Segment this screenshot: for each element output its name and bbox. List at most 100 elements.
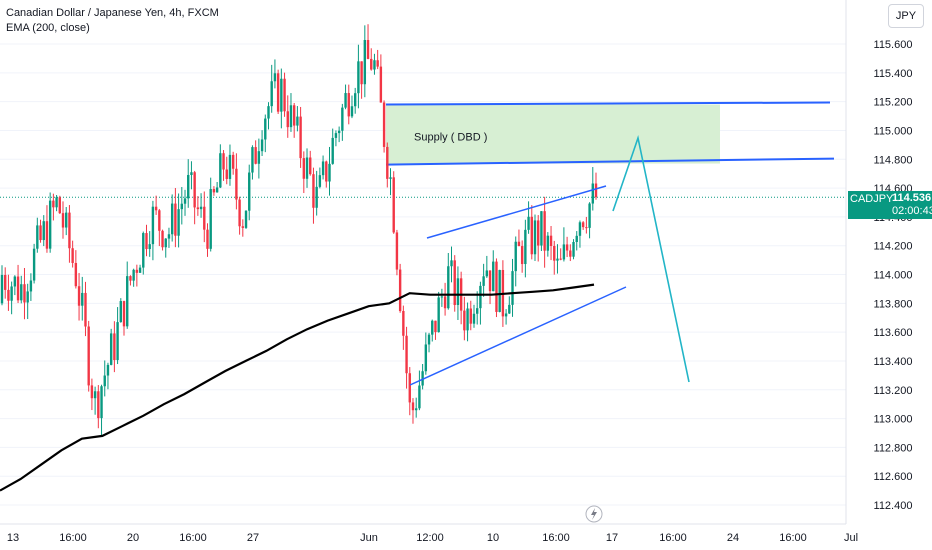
candle-body <box>199 206 203 210</box>
candle-body <box>126 276 129 327</box>
candle-body <box>238 199 241 227</box>
candle-body <box>280 78 283 112</box>
candle-body <box>225 169 228 179</box>
candle-body <box>45 221 49 249</box>
candle-body <box>357 61 360 94</box>
candle-body <box>434 320 437 333</box>
candle-body <box>389 177 392 179</box>
candle-body <box>421 371 424 386</box>
candle-body <box>187 174 190 199</box>
candle-body <box>122 301 126 327</box>
candle-body <box>398 269 402 312</box>
candle-body <box>373 60 376 70</box>
current-price-tag: CADJPY 114.536 02:00:43 <box>848 191 932 219</box>
candle-body <box>190 172 193 175</box>
candle-body <box>296 116 299 126</box>
candle-body <box>161 230 164 248</box>
candle-body <box>440 296 444 298</box>
candle-body <box>585 227 588 229</box>
candle-body <box>113 333 116 361</box>
candle-body <box>344 93 347 108</box>
candle-body <box>315 186 318 208</box>
candle-body <box>337 130 341 134</box>
candle-body <box>267 106 270 119</box>
candle-body <box>498 269 501 312</box>
y-tick-label: 112.600 <box>874 471 913 483</box>
candle-body <box>248 172 251 211</box>
candle-body <box>325 161 328 182</box>
candle-body <box>447 266 450 309</box>
y-tick-label: 113.000 <box>874 414 913 426</box>
candle-body <box>376 60 379 67</box>
candle-body <box>463 310 466 331</box>
candle-body <box>456 278 460 305</box>
x-tick-label: 13 <box>7 532 19 544</box>
chart-legend: Canadian Dollar / Japanese Yen, 4h, FXCM… <box>6 6 219 36</box>
x-tick-label: 27 <box>247 532 259 544</box>
candle-body <box>382 102 386 147</box>
candle-body <box>533 220 537 255</box>
candle-body <box>588 203 591 228</box>
candle-body <box>450 260 453 267</box>
candle-body <box>431 320 434 335</box>
candle-body <box>29 280 33 292</box>
candle-body <box>119 301 122 323</box>
indicator-label: EMA (200, close) <box>6 22 90 34</box>
ema-200-line <box>0 283 595 492</box>
x-tick-label: 12:00 <box>416 532 444 544</box>
candle-body <box>402 311 405 336</box>
candle-body <box>116 322 119 361</box>
x-tick-label: 17 <box>606 532 618 544</box>
candle-body <box>283 78 286 112</box>
projection-path <box>612 134 690 383</box>
candle-body <box>180 203 184 210</box>
candle-body <box>363 39 367 85</box>
candle-body <box>42 221 45 241</box>
candle-body <box>142 233 145 268</box>
candle-body <box>556 258 559 261</box>
candle-body <box>482 276 485 286</box>
currency-button[interactable]: JPY <box>888 4 924 28</box>
candle-body <box>514 241 517 272</box>
candle-body <box>174 203 177 236</box>
candle-body <box>366 39 370 59</box>
candle-body <box>334 133 338 138</box>
projection-line <box>612 134 690 383</box>
candle-body <box>286 111 289 128</box>
candle-body <box>39 225 42 241</box>
candle-body <box>132 269 135 281</box>
candles <box>0 24 598 436</box>
candle-body <box>530 216 533 255</box>
candle-body <box>347 93 350 117</box>
candle-body <box>591 183 594 204</box>
candle-body <box>546 235 550 251</box>
candle-body <box>572 242 575 257</box>
price-tag-countdown: 02:00:43 <box>892 205 932 217</box>
candle-body <box>405 335 408 374</box>
candle-body <box>594 183 598 198</box>
candle-body <box>504 313 508 317</box>
candle-body <box>540 211 543 246</box>
candle-body <box>84 292 87 327</box>
candle-body <box>264 118 267 140</box>
candle-body <box>93 391 97 399</box>
candle-body <box>228 154 232 179</box>
candle-body <box>543 211 546 251</box>
candle-body <box>309 157 312 175</box>
candle-body <box>437 297 440 333</box>
candle-body <box>569 250 572 257</box>
candle-body <box>254 147 257 164</box>
candle-body <box>565 244 569 251</box>
candle-body <box>106 364 110 376</box>
y-tick-label: 112.400 <box>874 500 913 512</box>
candle-body <box>312 174 315 208</box>
candle-body <box>257 151 261 164</box>
price-tag-symbol: CADJPY <box>850 193 894 205</box>
supply-zone-label: Supply ( DBD ) <box>414 132 487 144</box>
candle-body <box>414 408 418 411</box>
candle-body <box>193 172 196 208</box>
candle-body <box>508 304 511 314</box>
lightning-icon[interactable] <box>585 505 603 523</box>
candle-body <box>97 391 100 419</box>
